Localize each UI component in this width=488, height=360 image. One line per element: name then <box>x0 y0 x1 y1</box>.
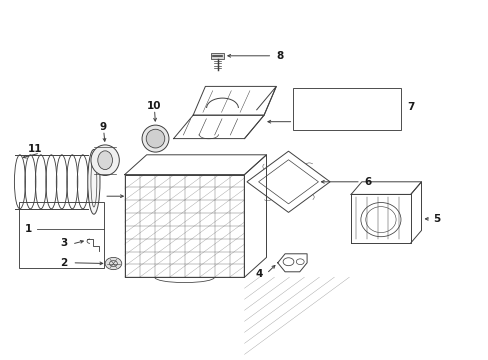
Text: 7: 7 <box>406 102 414 112</box>
Text: 1: 1 <box>25 224 32 234</box>
Text: 6: 6 <box>364 177 370 187</box>
Bar <box>19 202 104 268</box>
Text: 5: 5 <box>432 214 439 224</box>
Ellipse shape <box>146 129 164 148</box>
Text: 4: 4 <box>255 269 263 279</box>
Ellipse shape <box>142 125 169 152</box>
Text: 8: 8 <box>276 51 283 61</box>
Bar <box>211 53 224 59</box>
Bar <box>293 88 400 130</box>
Ellipse shape <box>91 145 119 175</box>
Text: 2: 2 <box>60 258 67 268</box>
Text: 3: 3 <box>60 238 67 248</box>
Circle shape <box>105 257 122 270</box>
Text: 9: 9 <box>99 122 106 132</box>
Text: 11: 11 <box>28 144 42 154</box>
Ellipse shape <box>98 151 112 170</box>
Text: 10: 10 <box>146 101 161 111</box>
Ellipse shape <box>88 149 100 214</box>
